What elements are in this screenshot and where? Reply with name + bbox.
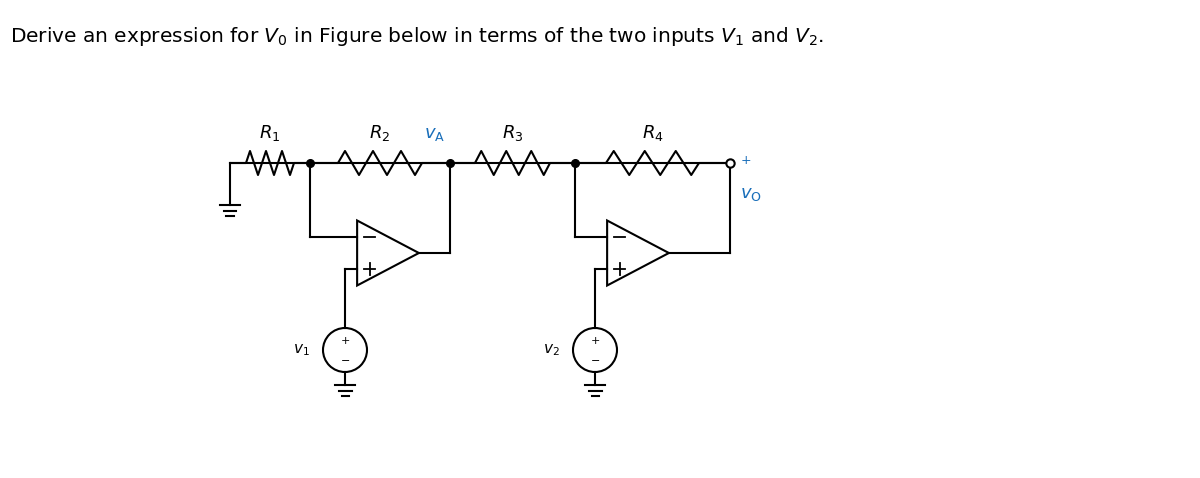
Text: $v_{\rm A}$: $v_{\rm A}$ — [424, 125, 445, 143]
Text: $v_{\rm O}$: $v_{\rm O}$ — [740, 185, 762, 203]
Text: $+$: $+$ — [590, 335, 600, 346]
Text: $R_1$: $R_1$ — [259, 123, 281, 143]
Text: $R_2$: $R_2$ — [370, 123, 391, 143]
Text: $R_3$: $R_3$ — [502, 123, 523, 143]
Text: $+$: $+$ — [740, 154, 751, 167]
Text: $-$: $-$ — [590, 354, 600, 364]
Text: $v_1$: $v_1$ — [293, 342, 310, 358]
Text: $-$: $-$ — [340, 354, 350, 364]
Text: $v_2$: $v_2$ — [544, 342, 560, 358]
Text: $+$: $+$ — [340, 335, 350, 346]
Text: $R_4$: $R_4$ — [642, 123, 664, 143]
Text: Derive an expression for $V_{\rm 0}$ in Figure below in terms of the two inputs : Derive an expression for $V_{\rm 0}$ in … — [10, 24, 824, 47]
